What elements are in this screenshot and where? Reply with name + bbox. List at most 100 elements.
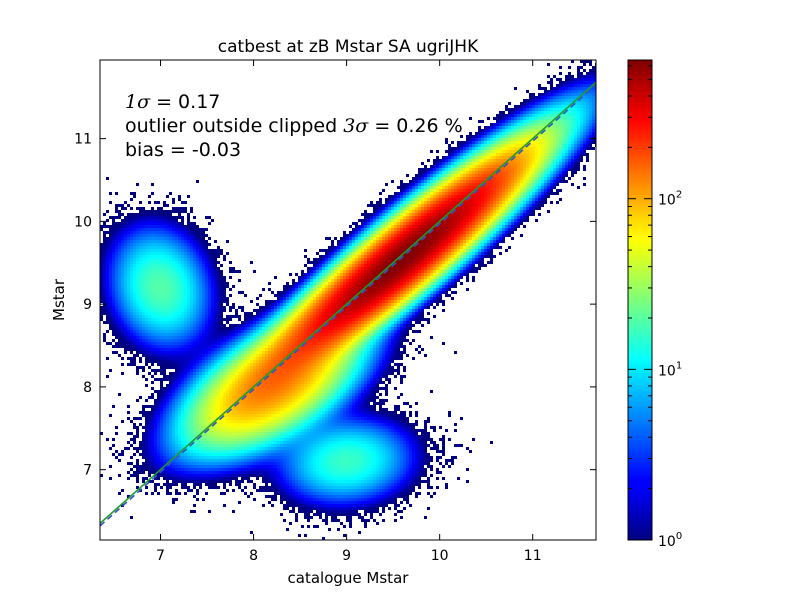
heatmap-cell [286, 288, 289, 291]
heatmap-cell [574, 123, 577, 126]
heatmap-cell [421, 282, 424, 285]
heatmap-cell [538, 129, 541, 132]
heatmap-cell [526, 165, 529, 168]
heatmap-cell [445, 261, 448, 264]
heatmap-cell [487, 186, 490, 189]
heatmap-cell [376, 240, 379, 243]
heatmap-cell [469, 210, 472, 213]
heatmap-cell [532, 213, 535, 216]
heatmap-cell [160, 285, 163, 288]
heatmap-cell [412, 210, 415, 213]
heatmap-cell [490, 210, 493, 213]
heatmap-cell [517, 132, 520, 135]
heatmap-cell [331, 300, 334, 303]
heatmap-cell [172, 300, 175, 303]
heatmap-cell [154, 300, 157, 303]
heatmap-cell [514, 132, 517, 135]
heatmap-cell [544, 99, 547, 102]
heatmap-cell [115, 225, 118, 228]
heatmap-cell [541, 204, 544, 207]
heatmap-cell [406, 246, 409, 249]
heatmap-cell [490, 231, 493, 234]
heatmap-cell [172, 294, 175, 297]
heatmap-cell [448, 279, 451, 282]
heatmap-cell [493, 117, 496, 120]
heatmap-cell [142, 294, 145, 297]
heatmap-cell [322, 270, 325, 273]
heatmap-cell [187, 270, 190, 273]
heatmap-cell [280, 294, 283, 297]
heatmap-cell [466, 252, 469, 255]
heatmap-cell [109, 246, 112, 249]
heatmap-cell [202, 246, 205, 249]
heatmap-cell [181, 243, 184, 246]
heatmap-cell [586, 87, 589, 90]
heatmap-cell [481, 252, 484, 255]
heatmap-cell [550, 102, 553, 105]
heatmap-cell [526, 123, 529, 126]
heatmap-cell [367, 243, 370, 246]
heatmap-cell [502, 204, 505, 207]
heatmap-cell [535, 171, 538, 174]
heatmap-cell [586, 105, 589, 108]
heatmap-cell [214, 249, 217, 252]
heatmap-cell [547, 144, 550, 147]
heatmap-cell [343, 300, 346, 303]
heatmap-cell [385, 282, 388, 285]
heatmap-cell [511, 126, 514, 129]
heatmap-cell [148, 252, 151, 255]
heatmap-cell [502, 156, 505, 159]
heatmap-cell [556, 159, 559, 162]
heatmap-cell [538, 162, 541, 165]
heatmap-cell [142, 234, 145, 237]
heatmap-cell [439, 294, 442, 297]
heatmap-cell [469, 201, 472, 204]
heatmap-cell [148, 270, 151, 273]
heatmap-cell [550, 99, 553, 102]
heatmap-cell [472, 153, 475, 156]
heatmap-cell [382, 231, 385, 234]
heatmap-cell [517, 147, 520, 150]
heatmap-cell [535, 162, 538, 165]
heatmap-cell [178, 258, 181, 261]
heatmap-cell [415, 246, 418, 249]
heatmap-cell [343, 264, 346, 267]
heatmap-cell [523, 126, 526, 129]
heatmap-cell [361, 297, 364, 300]
heatmap-cell [334, 282, 337, 285]
heatmap-cell [196, 249, 199, 252]
heatmap-cell [448, 180, 451, 183]
heatmap-cell [151, 222, 154, 225]
heatmap-cell [175, 243, 178, 246]
heatmap-cell [505, 222, 508, 225]
heatmap-cell [130, 258, 133, 261]
heatmap-cell [181, 225, 184, 228]
heatmap-cell [217, 288, 220, 291]
heatmap-cell [355, 258, 358, 261]
heatmap-cell [421, 228, 424, 231]
heatmap-cell [187, 297, 190, 300]
heatmap-cell [346, 243, 349, 246]
heatmap-cell [163, 204, 166, 207]
heatmap-cell [421, 267, 424, 270]
heatmap-cell [328, 303, 331, 306]
heatmap-cell [184, 234, 187, 237]
heatmap-cell [118, 252, 121, 255]
heatmap-cell [505, 120, 508, 123]
heatmap-cell [196, 228, 199, 231]
heatmap-cell [199, 255, 202, 258]
heatmap-cell [457, 273, 460, 276]
heatmap-cell [478, 165, 481, 168]
heatmap-cell [424, 273, 427, 276]
heatmap-cell [553, 138, 556, 141]
heatmap-cell [322, 300, 325, 303]
heatmap-cell [418, 210, 421, 213]
heatmap-cell [445, 141, 448, 144]
heatmap-cell [262, 288, 265, 291]
heatmap-cell [418, 285, 421, 288]
heatmap-cell [109, 240, 112, 243]
heatmap-cell [328, 279, 331, 282]
heatmap-cell [172, 279, 175, 282]
heatmap-cell [229, 276, 232, 279]
heatmap-cell [487, 207, 490, 210]
